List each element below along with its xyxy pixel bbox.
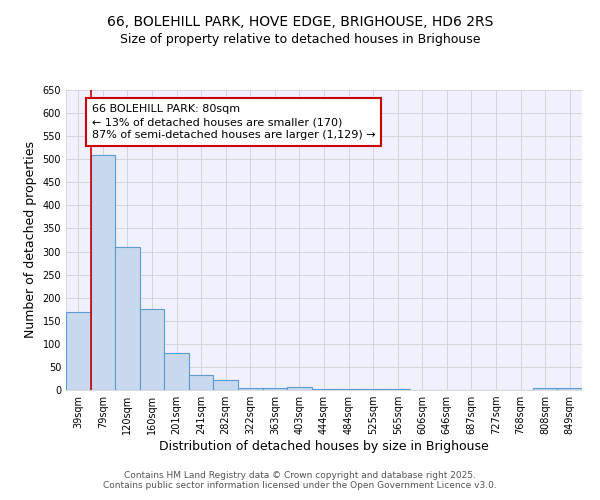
Bar (336, 389, 361, 390)
Y-axis label: Number of detached properties: Number of detached properties (24, 142, 37, 338)
Text: Size of property relative to detached houses in Brighouse: Size of property relative to detached ho… (120, 32, 480, 46)
Bar (263, 388, 287, 390)
Bar (361, 389, 385, 390)
Bar (189, 375, 214, 390)
Bar (214, 380, 238, 390)
Text: 66 BOLEHILL PARK: 80sqm
← 13% of detached houses are smaller (170)
87% of semi-d: 66 BOLEHILL PARK: 80sqm ← 13% of detache… (92, 104, 376, 140)
Bar (385, 389, 410, 390)
Bar (557, 388, 582, 390)
Text: Contains HM Land Registry data © Crown copyright and database right 2025.
Contai: Contains HM Land Registry data © Crown c… (103, 470, 497, 490)
Bar (312, 389, 336, 390)
Bar (115, 247, 140, 390)
Bar (140, 309, 164, 390)
X-axis label: Distribution of detached houses by size in Brighouse: Distribution of detached houses by size … (159, 440, 489, 453)
Text: 66, BOLEHILL PARK, HOVE EDGE, BRIGHOUSE, HD6 2RS: 66, BOLEHILL PARK, HOVE EDGE, BRIGHOUSE,… (107, 15, 493, 29)
Bar (164, 353, 189, 390)
Bar (533, 388, 557, 390)
Bar (91, 154, 115, 390)
Bar (238, 388, 263, 390)
Bar (66, 312, 91, 390)
Bar (287, 387, 312, 390)
